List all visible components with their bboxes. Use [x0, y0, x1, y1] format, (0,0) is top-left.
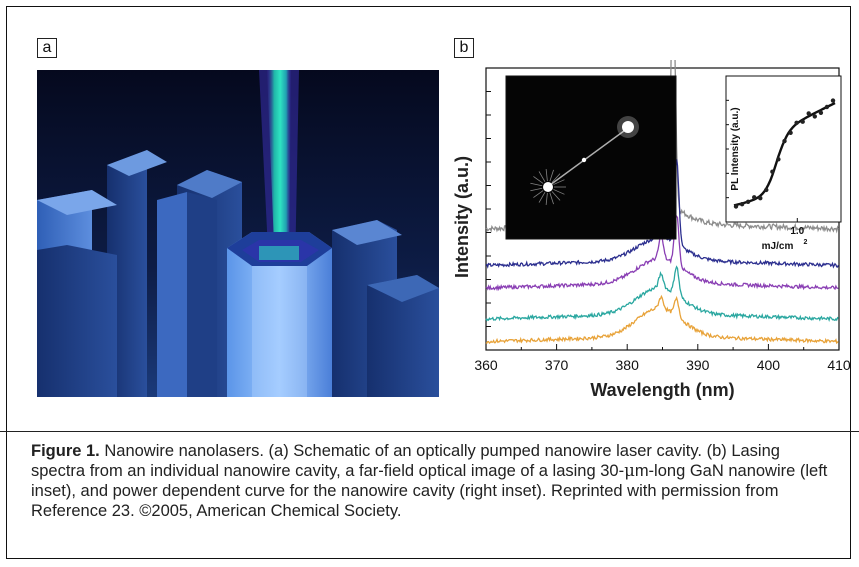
inset-end-spot — [543, 182, 553, 192]
caption-text-1: Nanowire nanolasers. (a) Schematic of an… — [31, 442, 780, 480]
inset-data-point — [764, 187, 769, 193]
inset-right-frame — [725, 75, 842, 223]
spectrum-line — [485, 294, 839, 345]
x-tick-label: 400 — [757, 357, 781, 373]
inset-diffraction-ray — [551, 173, 561, 183]
inset-x-axis-sup: 2 — [804, 239, 808, 246]
x-tick-label: 360 — [474, 357, 498, 373]
spectrum-line — [485, 265, 839, 322]
x-tick-label: 380 — [616, 357, 640, 373]
inset-data-point — [788, 130, 793, 135]
inset-data-point — [733, 204, 739, 209]
lasing-spectra-chart: 360 370 380 390 400 410 Wavelength (nm) Intensi… — [452, 60, 851, 400]
caption-mu: μ — [624, 461, 635, 480]
inset-diffraction-ray — [549, 192, 554, 205]
inset-diffraction-ray — [551, 191, 561, 201]
inset-x-tick-label: 1.0 — [790, 226, 804, 237]
inset-diffraction-ray — [549, 169, 554, 182]
x-axis-title: Wavelength (nm) — [590, 380, 734, 400]
inset-diffraction-ray — [533, 190, 544, 198]
inset-data-point — [745, 199, 751, 204]
inset-data-point — [782, 138, 787, 144]
inset-diffraction-ray — [530, 182, 543, 187]
x-tick-label: 410 — [827, 357, 851, 373]
inset-data-point — [739, 202, 745, 207]
inset-diffraction-ray — [545, 169, 548, 182]
inset-left-image — [505, 75, 677, 240]
caption-divider — [0, 431, 859, 432]
inset-x-axis-title: mJ/cm — [762, 241, 794, 252]
inset-data-point — [758, 196, 763, 201]
inset-mid-spot — [581, 157, 587, 163]
y-axis-title: Intensity (a.u.) — [452, 156, 472, 278]
inset-data-point — [752, 195, 757, 200]
inset-data-point — [824, 104, 830, 110]
inset-data-point — [776, 157, 781, 162]
inset-nanowire — [545, 127, 629, 189]
x-tick-label: 370 — [545, 357, 569, 373]
inset-y-axis-title: PL Intensity (a.u.) — [730, 107, 741, 190]
inset-diffraction-ray — [553, 179, 565, 185]
inset-data-point — [770, 169, 775, 174]
inset-data-point — [806, 111, 811, 116]
panel-a-label: a — [37, 38, 57, 58]
inset-bright-spot — [622, 121, 634, 133]
inset-data-point — [794, 120, 799, 125]
inset-diffraction-ray — [538, 171, 546, 183]
inset-diffraction-ray — [533, 176, 544, 184]
inset-data-point — [800, 119, 805, 124]
inset-data-point — [830, 98, 836, 103]
inset-diffraction-ray — [553, 189, 565, 195]
inset-diffraction-ray — [530, 187, 543, 192]
x-tick-label: 390 — [686, 357, 710, 373]
inset-data-point — [818, 110, 824, 115]
inset-data-point — [812, 114, 817, 119]
inset-bright-glow — [617, 116, 639, 138]
caption-prefix: Figure 1. — [31, 442, 100, 460]
inset-diffraction-ray — [538, 191, 546, 203]
nanowire-laser-schematic — [37, 70, 439, 397]
figure-caption: Figure 1. Nanowire nanolasers. (a) Schem… — [31, 441, 831, 521]
caption-text-2: m-long GaN nanowire (left inset), and po… — [31, 462, 828, 520]
inset-diffraction-ray — [545, 192, 548, 205]
panel-b-label: b — [454, 38, 474, 58]
